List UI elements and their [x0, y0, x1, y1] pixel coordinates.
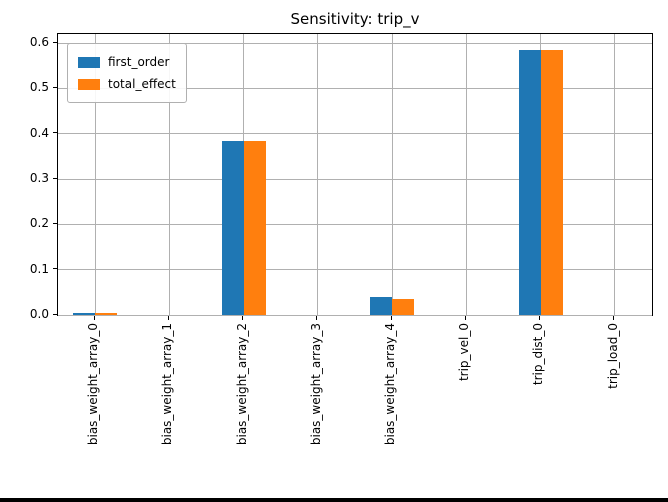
- y-tick-mark: [53, 177, 57, 179]
- gridline-horizontal: [58, 178, 652, 180]
- x-tick-mark: [316, 316, 318, 320]
- y-tick-mark: [53, 132, 57, 134]
- y-tick-mark: [53, 41, 57, 43]
- x-tick-mark: [539, 316, 541, 320]
- x-tick-mark: [390, 316, 392, 320]
- gridline-horizontal: [58, 87, 652, 89]
- legend: first_order total_effect: [67, 43, 187, 103]
- bar-first_order: [519, 50, 541, 315]
- gridline-horizontal: [58, 223, 652, 225]
- y-tick-label-text: 0.3: [29, 171, 49, 186]
- legend-swatch-total_effect: [78, 78, 100, 90]
- x-tick-mark: [167, 316, 169, 320]
- gridline-vertical: [391, 34, 393, 315]
- y-tick-label-text: 0.4: [29, 125, 49, 140]
- y-tick-mark: [53, 268, 57, 270]
- legend-label: first_order: [108, 55, 170, 69]
- legend-swatch-first_order: [78, 56, 100, 68]
- bar-total_effect: [392, 299, 414, 315]
- y-tick-label-text: 0.0: [29, 307, 49, 321]
- gridline-horizontal: [58, 269, 652, 271]
- legend-entry-total_effect: total_effect: [78, 73, 176, 95]
- bar-first_order: [370, 297, 392, 315]
- x-tick-mark: [93, 316, 95, 320]
- x-tick-label-text: trip_load_0: [605, 323, 620, 389]
- x-tick-mark: [613, 316, 615, 320]
- bar-total_effect: [541, 50, 563, 315]
- legend-label: total_effect: [108, 77, 176, 91]
- x-tick-label-text: bias_weight_array_0: [86, 323, 101, 446]
- x-tick-label-text: bias_weight_array_3: [308, 323, 323, 446]
- y-tick-mark: [53, 86, 57, 88]
- gridline-vertical: [168, 34, 170, 315]
- legend-entry-first_order: first_order: [78, 51, 176, 73]
- gridline-horizontal: [58, 133, 652, 135]
- bar-first_order: [73, 313, 95, 315]
- gridline-vertical: [317, 34, 319, 315]
- gridline-horizontal: [58, 42, 652, 44]
- x-tick-label-text: bias_weight_array_2: [234, 323, 249, 446]
- bar-total_effect: [95, 313, 117, 315]
- y-tick-label-text: 0.5: [29, 80, 49, 95]
- gridline-vertical: [614, 34, 616, 315]
- x-tick-label-text: trip_dist_0: [531, 323, 546, 386]
- y-tick-mark: [53, 313, 57, 315]
- x-tick-label-text: bias_weight_array_4: [383, 323, 398, 446]
- gridline-horizontal: [58, 314, 652, 316]
- x-tick-mark: [464, 316, 466, 320]
- bar-first_order: [222, 141, 244, 315]
- bar-total_effect: [244, 141, 266, 315]
- x-tick-label-text: trip_vel_0: [457, 323, 472, 382]
- gridline-vertical: [94, 34, 96, 315]
- y-tick-mark: [53, 222, 57, 224]
- y-tick-label-text: 0.2: [29, 216, 49, 231]
- y-tick-label-text: 0.6: [29, 35, 49, 50]
- x-tick-label-text: bias_weight_array_1: [160, 323, 175, 446]
- chart-title: Sensitivity: trip_v: [290, 10, 420, 28]
- x-tick-mark: [242, 316, 244, 320]
- y-tick-label-text: 0.1: [29, 261, 49, 276]
- gridline-vertical: [465, 34, 467, 315]
- plot-area: first_order total_effect: [57, 33, 653, 316]
